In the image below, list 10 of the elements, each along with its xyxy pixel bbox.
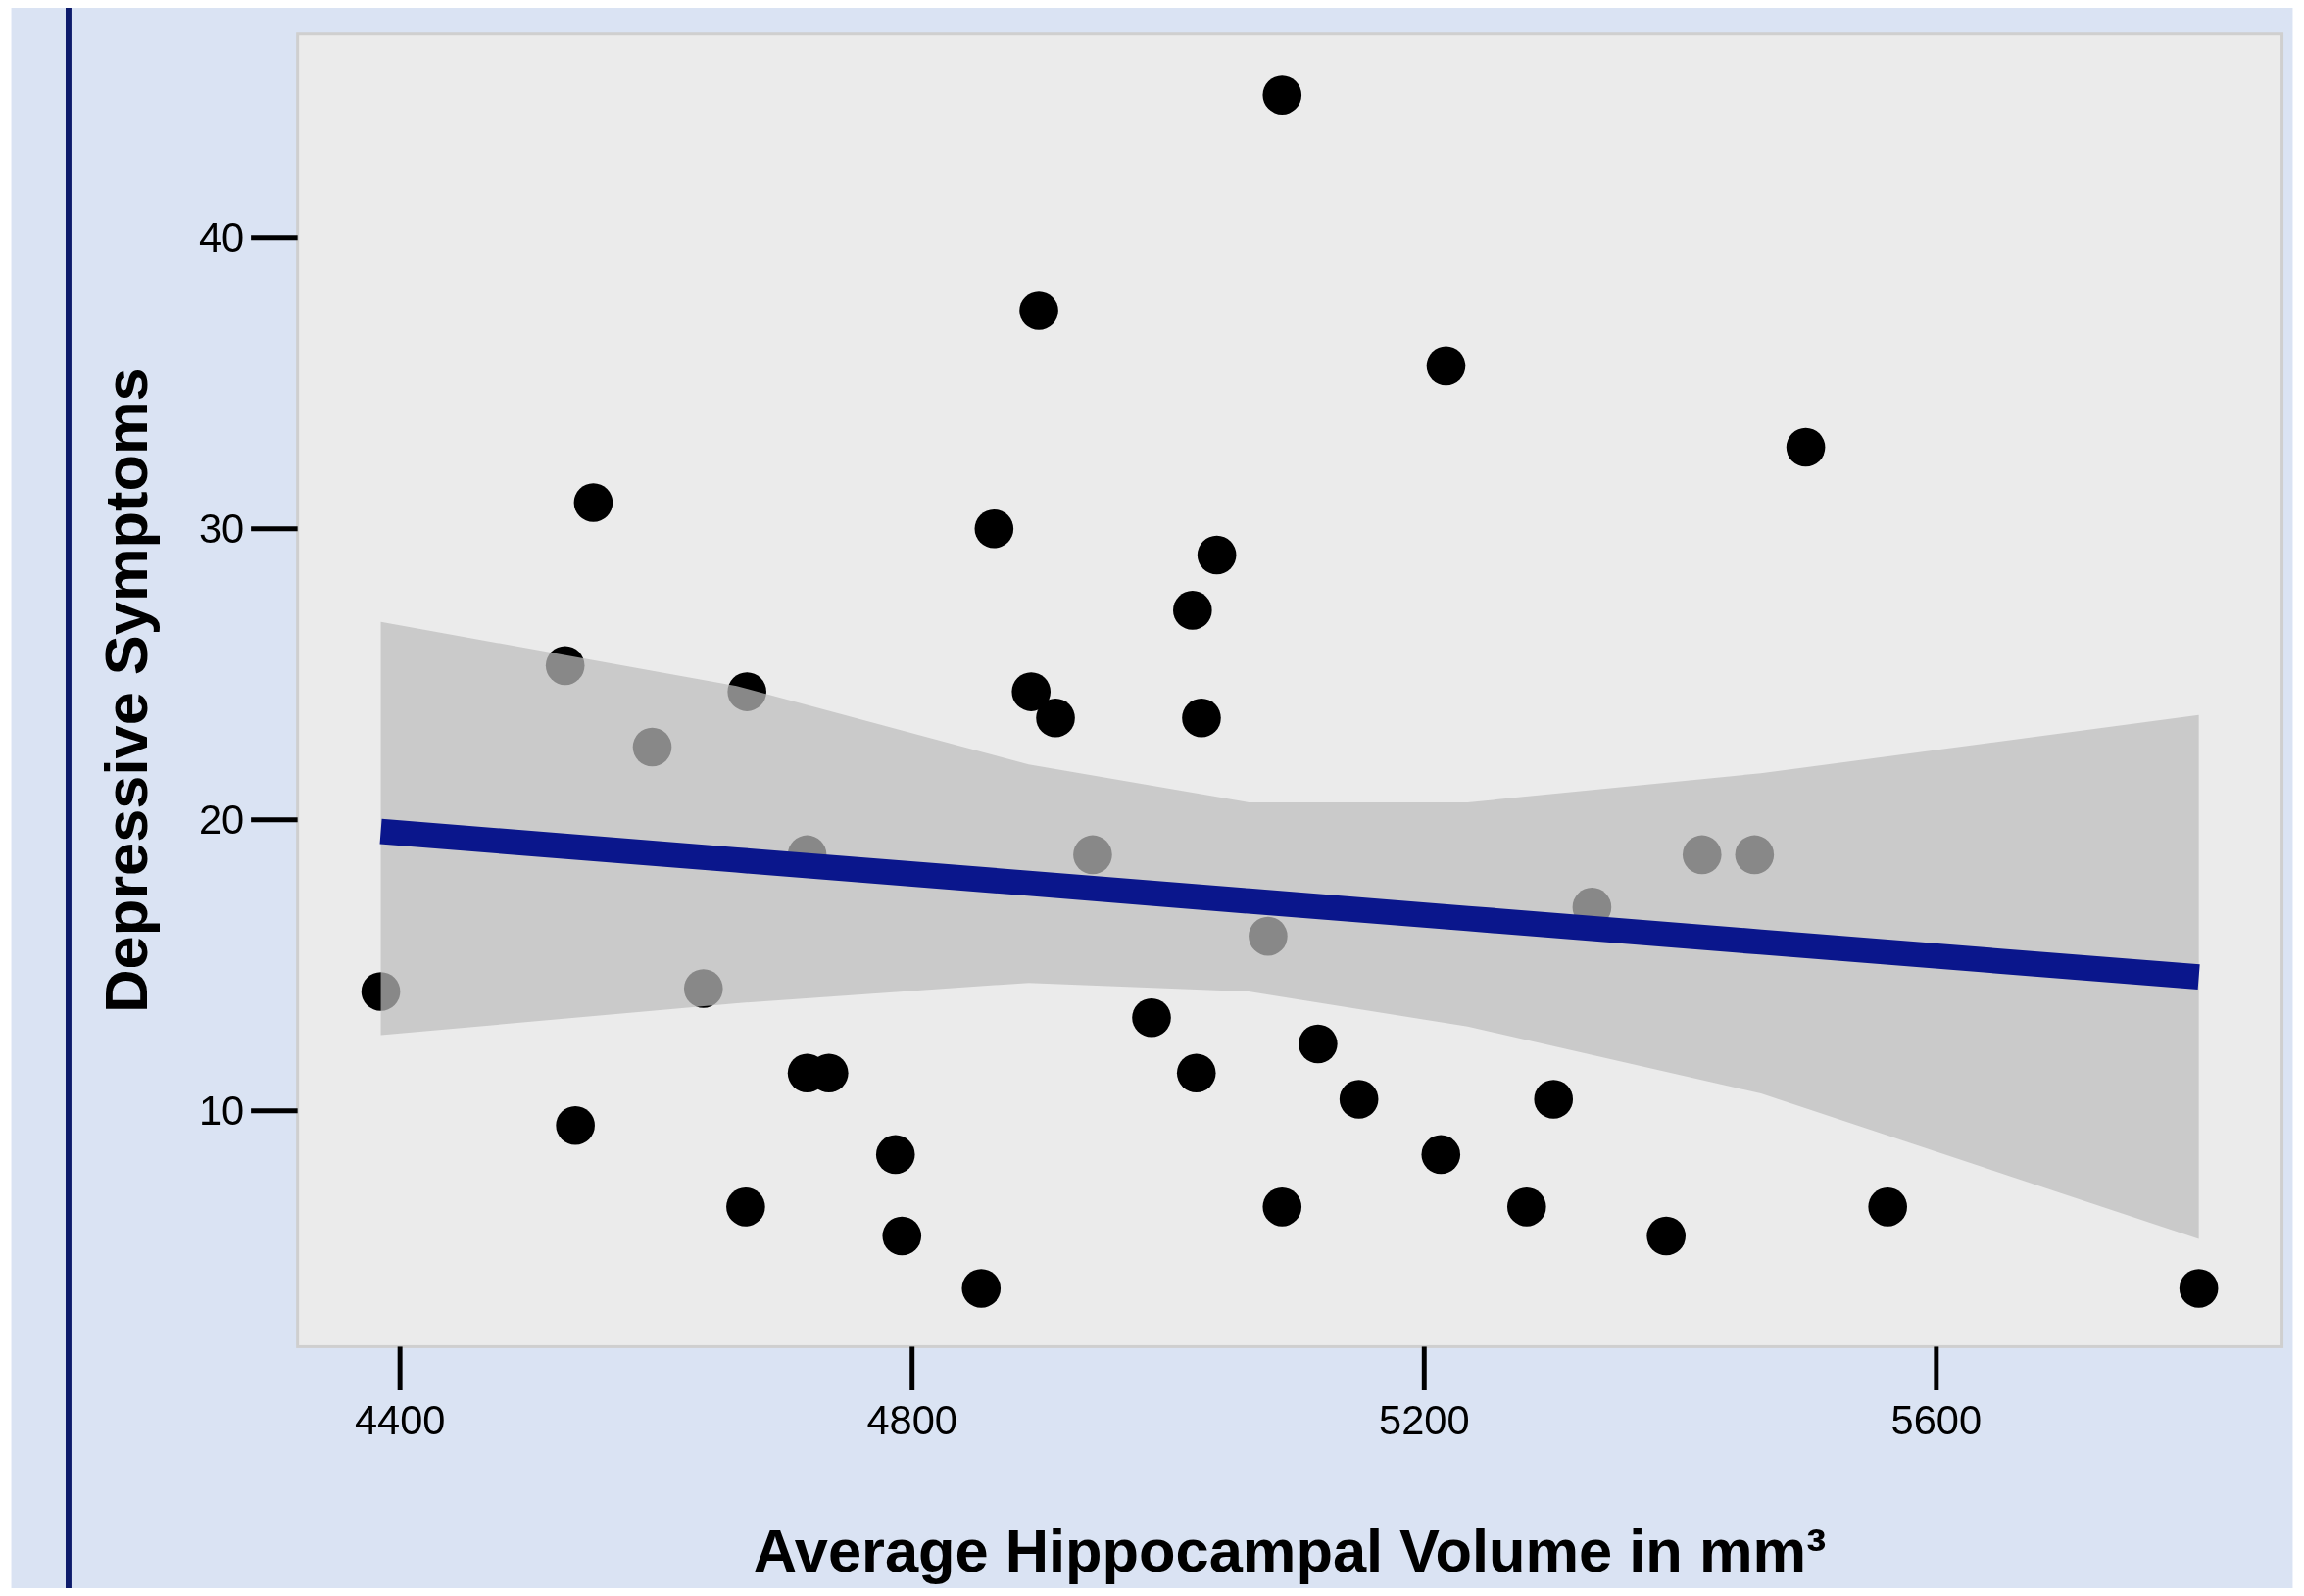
y-tick-label: 30 xyxy=(198,506,245,553)
x-tick-label: 5600 xyxy=(1890,1396,1983,1443)
x-tick-label: 4800 xyxy=(866,1396,957,1443)
y-tick-label: 40 xyxy=(198,215,245,262)
x-axis-title: Average Hippocampal Volume in mm³ xyxy=(753,1517,1827,1585)
x-tick-label: 5200 xyxy=(1379,1396,1470,1443)
y-tick-label: 20 xyxy=(198,797,245,844)
x-tick-label: 4400 xyxy=(354,1396,446,1443)
y-axis-title: Depressive Symptoms xyxy=(92,367,161,1013)
y-tick-label: 10 xyxy=(198,1088,245,1135)
